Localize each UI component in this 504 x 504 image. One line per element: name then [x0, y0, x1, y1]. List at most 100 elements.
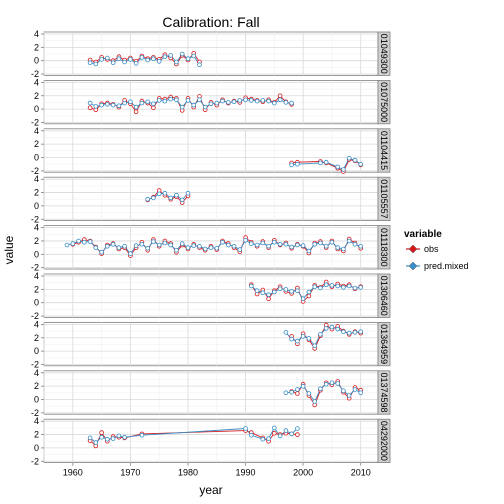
- pred-mixed-point: [93, 61, 99, 67]
- pred-mixed-point: [266, 292, 271, 298]
- pred-mixed-point: [116, 56, 122, 61]
- pred-mixed-point: [289, 244, 294, 250]
- pred-mixed-point: [110, 242, 116, 247]
- strip-label: 01374598: [379, 372, 389, 412]
- pred-mixed-point: [318, 160, 323, 166]
- pred-mixed-point: [295, 338, 300, 344]
- pred-mixed-point: [237, 98, 243, 103]
- panel-background: [43, 321, 379, 367]
- x-axis: 1960 1970 1980 1990 2000 2010: [63, 462, 371, 478]
- pred-mixed-point: [358, 285, 364, 290]
- pred-mixed-point: [185, 98, 191, 103]
- pred-mixed-point: [139, 55, 145, 60]
- pred-mixed-point: [249, 283, 254, 289]
- pred-mixed-point: [266, 98, 271, 104]
- y-tick-label: 0: [34, 56, 39, 66]
- pred-mixed-point: [306, 289, 312, 295]
- x-axis-label: year: [199, 483, 222, 497]
- pred-mixed-point: [243, 238, 248, 243]
- pred-mixed-point: [179, 241, 185, 246]
- pred-mixed-point: [156, 242, 162, 248]
- pred-mixed-point: [156, 59, 162, 64]
- pred-mixed-point: [283, 390, 289, 396]
- pred-mixed-point: [341, 285, 346, 290]
- pred-mixed-point: [300, 243, 306, 248]
- pred-mixed-point: [289, 336, 294, 342]
- pred-mixed-point: [99, 250, 104, 255]
- pred-mixed-point: [191, 243, 197, 248]
- y-tick-label: 4: [34, 416, 39, 426]
- panel-01075000: -2 0 2 4 01075000: [31, 77, 391, 127]
- pred-mixed-point: [346, 155, 352, 161]
- y-tick-label: 4: [34, 223, 39, 233]
- pred-mixed-point: [283, 287, 289, 292]
- pred-mixed-point: [346, 283, 352, 289]
- pred-mixed-point: [346, 330, 352, 336]
- pred-mixed-point: [70, 241, 76, 246]
- pred-mixed-point: [289, 431, 294, 437]
- pred-mixed-point: [151, 239, 156, 244]
- y-tick-label: -2: [31, 359, 39, 369]
- pred-mixed-point: [179, 51, 185, 57]
- pred-mixed-point: [254, 288, 260, 294]
- pred-mixed-point: [335, 245, 341, 250]
- strip-label: 04292000: [379, 421, 389, 461]
- pred-mixed-point: [300, 383, 306, 389]
- pred-mixed-point: [346, 393, 352, 398]
- pred-mixed-point: [174, 59, 179, 65]
- panel-background: [43, 176, 379, 221]
- strip: [377, 225, 391, 270]
- y-tick-label: 2: [34, 42, 39, 52]
- pred-mixed-point: [341, 167, 346, 172]
- pred-mixed-point: [168, 242, 174, 248]
- pred-mixed-point: [105, 436, 110, 442]
- y-tick-label: 2: [34, 284, 39, 294]
- pred-mixed-point: [226, 100, 231, 105]
- pred-mixed-point: [323, 282, 329, 288]
- panel-04292000: -2 0 2 4 04292000: [31, 416, 391, 466]
- pred-mixed-point: [335, 283, 341, 289]
- pred-mixed-point: [260, 98, 266, 103]
- strip: [377, 418, 391, 464]
- pred-mixed-point: [82, 240, 87, 245]
- y-tick-label: 0: [34, 443, 39, 453]
- y-tick-label: 2: [34, 139, 39, 149]
- pred-mixed-point: [352, 242, 358, 247]
- y-tick-label: 0: [34, 249, 39, 259]
- pred-mixed-point: [139, 242, 145, 247]
- pred-mixed-point: [191, 102, 197, 108]
- pred-mixed-point: [87, 239, 93, 244]
- pred-mixed-point: [295, 288, 300, 294]
- pred-mixed-point: [306, 248, 312, 254]
- legend-label: obs: [424, 244, 439, 254]
- pred-mixed-point: [162, 98, 168, 104]
- pred-mixed-point: [231, 99, 237, 105]
- pred-mixed-point: [116, 103, 122, 109]
- pred-mixed-point: [323, 381, 329, 387]
- pred-mixed-point: [335, 326, 341, 332]
- strip: [377, 80, 391, 125]
- strip-label: 01118300: [379, 228, 389, 267]
- obs-point: [99, 430, 104, 435]
- pred-mixed-point: [358, 244, 364, 249]
- pred-mixed-point: [277, 286, 283, 292]
- x-tick-label: 1990: [236, 468, 256, 478]
- y-tick-label: -2: [31, 456, 39, 466]
- strip: [377, 321, 391, 367]
- pred-mixed-point: [295, 161, 300, 167]
- pred-mixed-point: [191, 53, 197, 59]
- pred-mixed-point: [162, 240, 168, 246]
- y-tick-label: 4: [34, 368, 39, 378]
- y-tick-label: 4: [34, 77, 39, 87]
- y-tick-label: 4: [34, 271, 39, 281]
- y-tick-label: -2: [31, 263, 39, 273]
- y-tick-label: 2: [34, 430, 39, 440]
- pred-mixed-point: [174, 97, 179, 103]
- pred-mixed-point: [179, 197, 185, 203]
- pred-mixed-point: [271, 240, 277, 245]
- y-tick-label: 0: [34, 395, 39, 405]
- pred-mixed-point: [208, 101, 214, 107]
- pred-mixed-point: [99, 434, 104, 440]
- pred-mixed-point: [162, 190, 168, 196]
- pred-mixed-point: [283, 242, 289, 247]
